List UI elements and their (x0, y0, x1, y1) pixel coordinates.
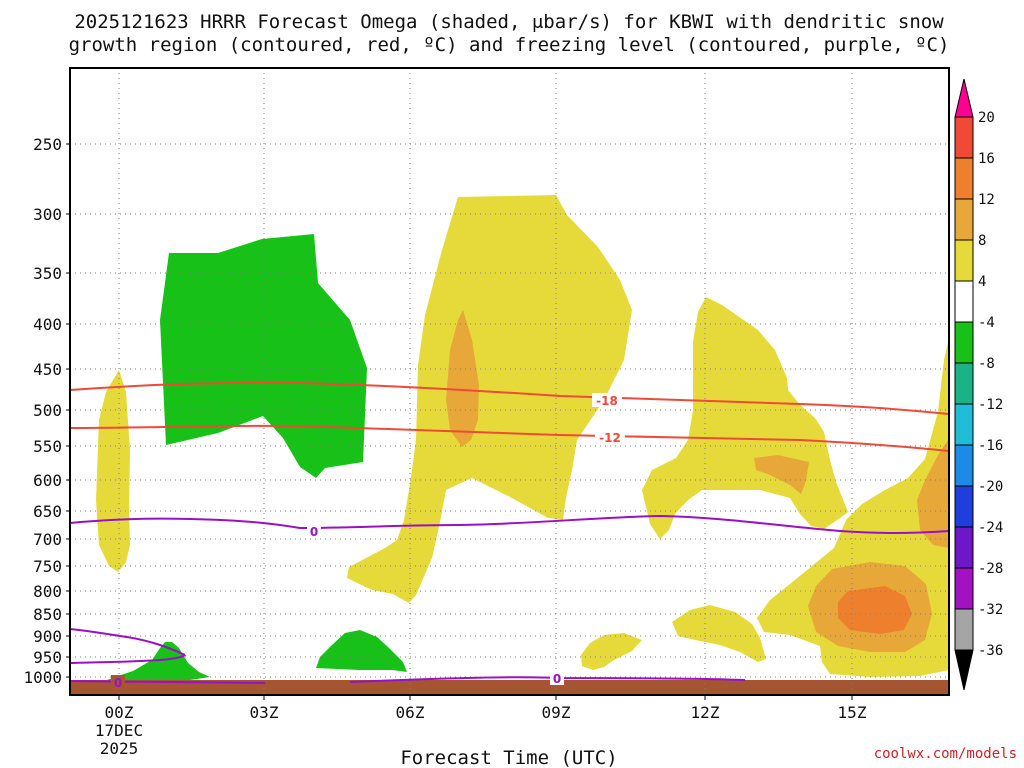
x-tick-marks (118, 695, 853, 700)
contour-label-surface-0-mid: 0 (553, 672, 561, 686)
colorbar-label: 12 (978, 192, 995, 208)
y-axis: 250 300 350 400 450 500 550 600 650 700 … (23, 135, 62, 687)
omega-rising-area-8-main-column (446, 310, 479, 447)
y-tick-label: 450 (33, 360, 62, 379)
colorbar-label: -4 (978, 315, 995, 331)
y-tick-label: 900 (33, 627, 62, 646)
x-tick-label: 12Z (691, 703, 720, 722)
colorbar-swatch (954, 567, 974, 610)
contour-minus-12 (69, 424, 950, 452)
omega-sinking-area-upper-left (160, 234, 367, 478)
x-tick-label: 00Z (105, 703, 134, 722)
y-tick-label: 750 (33, 557, 62, 576)
omega-rising-area-12-lower-right (838, 586, 912, 634)
omega-shading (96, 195, 949, 682)
x-axis-title: Forecast Time (UTC) (400, 747, 617, 768)
colorbar-label: -16 (978, 438, 1003, 454)
y-tick-label: 950 (33, 648, 62, 667)
omega-rising-area-left-column (96, 370, 130, 572)
terrain-surface (70, 680, 949, 695)
colorbar-swatch (954, 239, 974, 282)
colorbar-swatch (954, 157, 974, 200)
colorbar-swatch (954, 362, 974, 405)
credit-link[interactable]: coolwx.com/models (874, 746, 1017, 762)
x-year-label: 2025 (100, 739, 139, 758)
colorbar-label: -8 (978, 356, 995, 372)
colorbar-top-arrow (954, 78, 974, 118)
colorbar-swatch (954, 444, 974, 487)
colorbar-swatch (954, 198, 974, 241)
x-date-label: 17DEC (95, 721, 143, 740)
omega-rising-area-8-right (754, 455, 809, 494)
omega-rising-area-lower-middle (672, 605, 766, 662)
chart-title-line1: 2025121623 HRRR Forecast Omega (shaded, … (74, 11, 944, 33)
colorbar-swatch (954, 608, 974, 651)
omega-sinking-area-near-surface-0 (107, 642, 210, 682)
contour-minus-18 (69, 381, 950, 415)
colorbar-label: -36 (978, 643, 1003, 659)
y-tick-label: 850 (33, 605, 62, 624)
colorbar-bottom-arrow (954, 649, 974, 691)
colorbar-label: 4 (978, 274, 986, 290)
colorbar-label: -28 (978, 561, 1003, 577)
colorbar-label: -32 (978, 602, 1003, 618)
contour-freezing-near-surface-upper (69, 628, 186, 656)
y-tick-label: 550 (33, 437, 62, 456)
x-tick-label: 09Z (542, 703, 571, 722)
contour-freezing-level (69, 514, 950, 534)
y-tick-label: 500 (33, 401, 62, 420)
colorbar-swatch (954, 116, 974, 159)
chart-title-line2: growth region (contoured, red, ºC) and f… (69, 34, 950, 56)
y-tick-label: 250 (33, 135, 62, 154)
y-tick-marks (66, 143, 70, 678)
colorbar-label: 20 (978, 110, 995, 126)
colorbar-label: -24 (978, 520, 1003, 536)
contour-freezing-near-surface-lower (69, 654, 186, 664)
plot-border (69, 67, 950, 696)
y-tick-label: 650 (33, 502, 62, 521)
y-tick-label: 700 (33, 530, 62, 549)
y-tick-label: 1000 (23, 668, 62, 687)
colorbar-swatch (954, 526, 974, 569)
x-tick-label: 03Z (250, 703, 279, 722)
omega-rising-area-main (347, 195, 632, 603)
colorbar-swatch (954, 485, 974, 528)
colorbar-label: -12 (978, 397, 1003, 413)
colorbar-label: 16 (978, 151, 995, 167)
contour-label-surface-0-left: 0 (114, 676, 122, 690)
contour-labels: -18 -12 0 0 0 (111, 393, 625, 690)
contour-label-freezing: 0 (310, 525, 318, 539)
x-axis: 00Z 03Z 06Z 09Z 12Z 15Z 17DEC 2025 Forec… (95, 703, 867, 768)
colorbar-swatch (954, 321, 974, 364)
y-tick-label: 600 (33, 471, 62, 490)
x-tick-label: 06Z (396, 703, 425, 722)
contour-label-minus-12: -12 (599, 431, 621, 445)
colorbar-label: -20 (978, 479, 1003, 495)
y-tick-label: 800 (33, 582, 62, 601)
colorbar: 20 16 12 8 4 -4 -8 -12 -16 -20 -24 -28 -… (954, 78, 1003, 691)
colorbar-swatch (954, 403, 974, 446)
omega-rising-area-small-blob (581, 633, 642, 670)
contour-label-minus-18: -18 (596, 394, 618, 408)
y-tick-label: 300 (33, 205, 62, 224)
omega-rising-area-8-far-right (917, 440, 949, 548)
y-tick-label: 350 (33, 264, 62, 283)
omega-sinking-area-near-surface-1 (316, 630, 407, 672)
y-tick-label: 400 (33, 315, 62, 334)
colorbar-label: 8 (978, 233, 986, 249)
x-tick-label: 15Z (838, 703, 867, 722)
colorbar-swatch (954, 280, 974, 323)
